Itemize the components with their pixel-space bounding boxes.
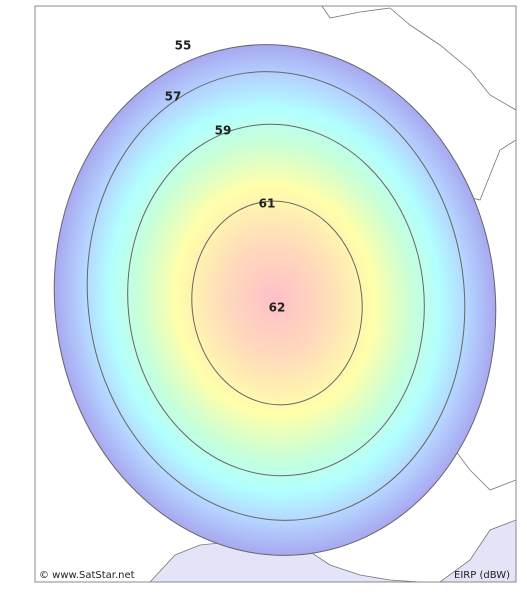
contour [86,71,466,521]
map-area: 55 57 59 61 62 [53,6,516,582]
contour-label: 61 [259,197,276,211]
contour-label: 62 [269,301,286,315]
contour-label: 55 [175,39,192,53]
contour-label: 57 [165,90,182,104]
frame [34,5,517,583]
land-southeast [439,519,516,582]
land-south [149,539,421,582]
contour-label: 59 [215,124,232,138]
unit-label: EIRP (dBW) [454,570,510,581]
contour [127,123,425,477]
copyright: © www.SatStar.net [39,570,135,581]
coastline-north [321,6,516,111]
contour [53,44,497,556]
contour [191,200,363,406]
